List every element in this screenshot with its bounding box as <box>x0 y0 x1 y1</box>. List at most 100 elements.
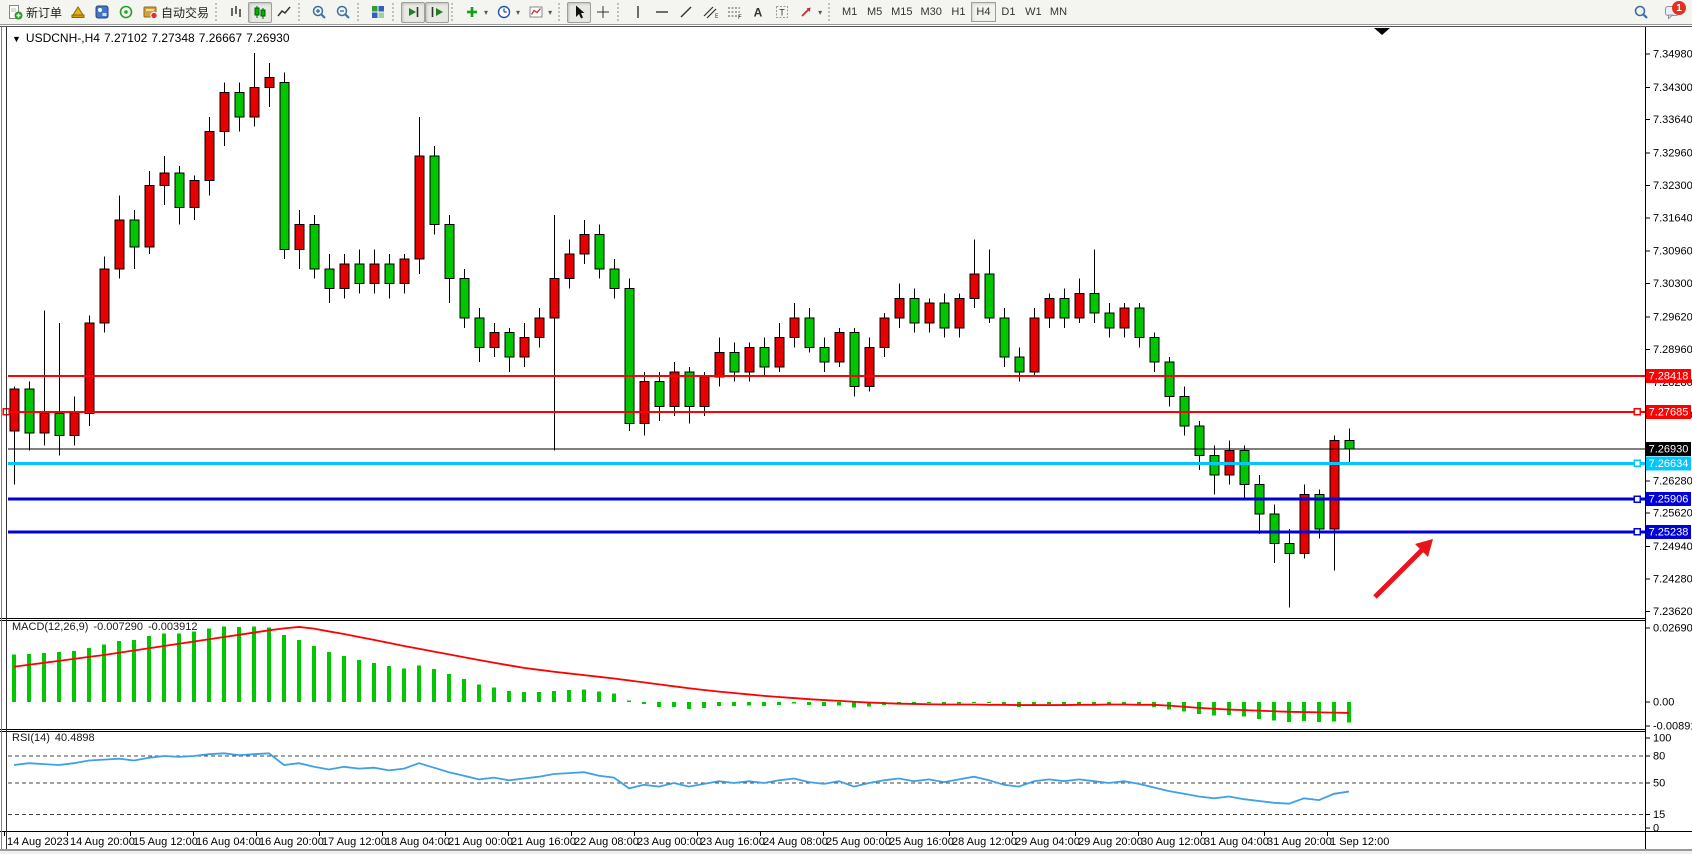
new-order-button[interactable]: 新订单 <box>3 2 66 23</box>
auto-scroll-button[interactable] <box>401 1 426 23</box>
timeframe-d1-button[interactable]: D1 <box>1001 6 1016 18</box>
chart-shift-button[interactable] <box>425 1 450 23</box>
time-tick-label: 15 Aug 12:00 <box>133 836 198 848</box>
candle <box>189 180 200 209</box>
candle <box>1344 439 1355 450</box>
cursor-icon <box>571 4 587 20</box>
price-tick-label: 7.34980 <box>1653 49 1692 61</box>
timeframe-m1-button[interactable]: M1 <box>841 6 858 18</box>
price-line-tag <box>1646 492 1691 507</box>
macd-histogram-bar <box>912 702 916 704</box>
macd-histogram-bar <box>1092 702 1096 705</box>
vertical-line-button[interactable] <box>626 2 650 23</box>
rsi-tick-label: 80 <box>1653 751 1665 763</box>
arrows-button[interactable]: ▾ <box>794 2 826 23</box>
candle <box>879 317 890 348</box>
line-handle[interactable] <box>1633 408 1641 416</box>
market-watch-button[interactable] <box>90 2 114 23</box>
symbol-menu-icon[interactable]: ▼ <box>12 34 21 44</box>
macd-histogram-bar <box>942 702 946 705</box>
macd-histogram-bar <box>987 702 991 703</box>
candle <box>429 155 440 226</box>
macd-histogram-bar <box>492 687 496 702</box>
price-tick-label: 7.24940 <box>1653 541 1692 553</box>
chart-shift-icon <box>429 4 445 20</box>
macd-histogram-bar <box>372 662 376 702</box>
toolbar-separator <box>215 3 222 21</box>
candle <box>474 317 485 348</box>
line-handle[interactable] <box>1633 495 1641 503</box>
timeframe-m15-button[interactable]: M15 <box>891 6 913 18</box>
timeframe-mn-button[interactable]: MN <box>1049 6 1068 18</box>
fibonacci-button[interactable]: F <box>722 2 746 23</box>
time-tick-label: 24 Aug 08:00 <box>763 836 828 848</box>
chevron-down-icon: ▾ <box>484 7 489 17</box>
macd-histogram-bar <box>327 652 331 702</box>
line-handle[interactable] <box>1633 528 1641 536</box>
candlestick-chart-button[interactable] <box>248 1 273 23</box>
time-tick-label: 29 Aug 04:00 <box>1015 836 1080 848</box>
price-axis[interactable]: 7.34980 7.34300 7.33640 7.32960 7.32300 7.316… <box>1645 49 1692 618</box>
autotrading-icon <box>142 4 158 20</box>
macd-histogram-bar <box>1062 702 1066 705</box>
timeframe-h4-button[interactable]: H4 <box>970 2 996 22</box>
crosshair-button[interactable] <box>591 2 615 23</box>
timeframe-m30-button[interactable]: M30 <box>920 6 942 18</box>
candle <box>339 263 350 290</box>
candle <box>1239 449 1250 486</box>
cursor-button[interactable] <box>567 1 592 23</box>
macd-histogram-bar <box>102 644 106 702</box>
macd-signal-line <box>13 626 1350 714</box>
metaeditor-button[interactable] <box>66 2 90 23</box>
rsi-tick-label: 50 <box>1653 778 1665 790</box>
new-order-icon <box>7 4 23 20</box>
signals-button[interactable] <box>114 2 138 23</box>
price-tick-label: 7.29620 <box>1653 311 1692 323</box>
tile-windows-icon <box>370 4 386 20</box>
trendline-button[interactable] <box>674 2 698 23</box>
search-button[interactable] <box>1629 2 1653 23</box>
candle <box>99 268 110 324</box>
indicators-icon <box>464 4 480 20</box>
zoom-out-button[interactable] <box>331 2 355 23</box>
tile-windows-button[interactable] <box>366 2 390 23</box>
candle <box>234 91 245 118</box>
candle <box>939 302 950 329</box>
toolbar-separator <box>392 3 399 21</box>
line-handle[interactable] <box>1633 459 1641 468</box>
toolbar-right: 1 <box>1629 1 1689 23</box>
rsi-line <box>13 752 1350 805</box>
time-tick-label: 30 Aug 12:00 <box>1141 836 1206 848</box>
bar-chart-button[interactable] <box>224 2 248 23</box>
toolbar-separator <box>558 3 565 21</box>
text-button[interactable]: A <box>746 2 770 23</box>
timeframe-h1-button[interactable]: H1 <box>951 6 966 18</box>
macd-histogram-bar <box>42 653 46 702</box>
line-chart-button[interactable] <box>272 2 296 23</box>
timeframe-m5-button[interactable]: M5 <box>866 6 883 18</box>
candle <box>849 332 860 388</box>
chart-background[interactable] <box>0 26 1692 850</box>
macd-histogram-bar <box>672 702 676 708</box>
macd-histogram-bar <box>522 692 526 702</box>
periods-button[interactable]: ▾ <box>492 2 524 23</box>
annotation-arrow[interactable] <box>1373 539 1433 599</box>
chat-button[interactable]: 1 <box>1659 1 1686 23</box>
templates-button[interactable]: ▾ <box>524 2 556 23</box>
timeframe-w1-button[interactable]: W1 <box>1025 6 1042 18</box>
rsi-indicator-label: RSI(14) 40.4898 <box>12 732 100 744</box>
indicators-button[interactable]: ▾ <box>460 2 492 23</box>
rsi-value: 40.4898 <box>54 732 95 744</box>
text-label-button[interactable]: T <box>770 2 794 23</box>
templates-icon <box>528 4 544 20</box>
horizontal-line-button[interactable] <box>650 2 674 23</box>
toolbar-separator <box>451 3 458 21</box>
macd-histogram-bar <box>1032 702 1036 706</box>
svg-text:T: T <box>779 8 785 18</box>
macd-histogram-bar <box>1107 702 1111 705</box>
equidistant-channel-button[interactable]: E <box>698 2 722 23</box>
autotrading-button[interactable]: 自动交易 <box>138 2 213 23</box>
zoom-in-button[interactable] <box>307 2 331 23</box>
